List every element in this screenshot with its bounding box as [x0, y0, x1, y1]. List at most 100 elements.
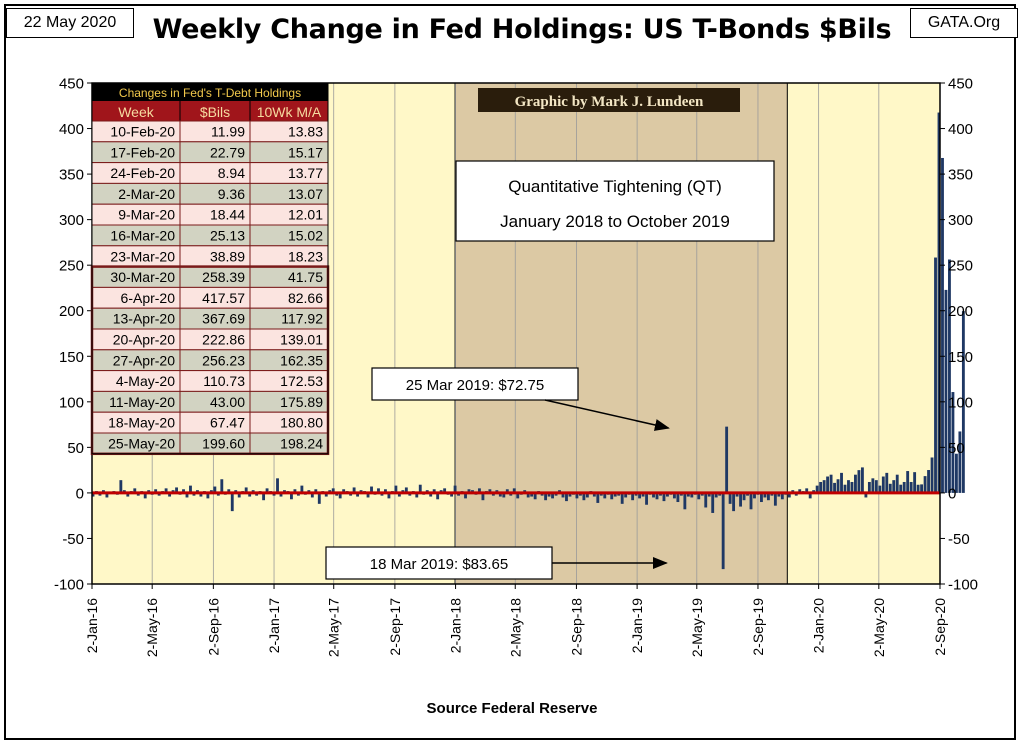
- data-bar: [906, 471, 910, 493]
- table-cell: 172.53: [280, 373, 323, 389]
- y-tick-label-right: -100: [948, 577, 978, 594]
- date-label: 22 May 2020: [6, 8, 134, 38]
- y-tick-label-right: 150: [948, 349, 973, 366]
- table-cell: 198.24: [280, 436, 323, 452]
- data-bar: [213, 486, 217, 493]
- data-bar: [888, 483, 892, 493]
- x-tick-label: 2-Jan-19: [629, 598, 645, 653]
- data-bar: [913, 472, 917, 493]
- data-bar: [384, 489, 387, 493]
- table-title-bg: [92, 83, 328, 101]
- qt-box-bg: [455, 160, 775, 242]
- data-bar: [105, 492, 109, 498]
- y-tick-label-right: 450: [948, 76, 973, 93]
- y-tick-label-left: 150: [59, 349, 84, 366]
- table-cell: 11.99: [211, 124, 245, 140]
- x-tick-label: 2-May-18: [507, 598, 523, 657]
- data-bar: [237, 492, 241, 498]
- data-bar: [199, 492, 203, 497]
- table-header-cell: 10Wk M/A: [257, 104, 322, 120]
- x-tick-label: 2-Jan-20: [811, 598, 827, 653]
- credit-bg: [478, 88, 740, 112]
- data-bar: [854, 474, 857, 493]
- y-tick-label-left: 250: [59, 258, 84, 275]
- data-bar: [662, 492, 666, 502]
- data-bar: [739, 492, 742, 507]
- data-bar: [742, 492, 746, 501]
- data-bar: [836, 479, 840, 493]
- data-bar: [317, 492, 321, 504]
- data-bar: [338, 492, 342, 499]
- qt-annotation-box: Quantitative Tightening (QT) January 2018…: [455, 160, 775, 242]
- data-bar: [860, 467, 864, 493]
- data-bar: [920, 484, 924, 493]
- data-bar: [864, 492, 868, 498]
- table-cell: 13-Apr-20: [113, 311, 175, 327]
- table-row: 24-Feb-20 8.94 13.77: [91, 162, 329, 184]
- data-bar: [895, 474, 899, 493]
- callout-positive-text: 25 Mar 2019: $72.75: [406, 377, 544, 394]
- data-bar: [725, 426, 729, 493]
- table-cell: 27-Apr-20: [113, 352, 175, 368]
- credit-text: Graphic by Mark J. Lundeen: [515, 94, 704, 110]
- data-bar: [530, 492, 534, 497]
- table-cell: 2-Mar-20: [118, 186, 175, 202]
- holdings-table: Changes in Fed's T-Debt Holdings Week $Bil…: [90, 82, 330, 456]
- table-row: 11-May-20 43.00 175.89: [91, 390, 329, 413]
- y-tick-label-left: 450: [59, 76, 84, 93]
- data-bar: [714, 492, 718, 498]
- x-tick-label: 2-Sep-18: [568, 598, 584, 656]
- data-bar: [829, 474, 833, 493]
- y-tick-label-right: 50: [948, 440, 965, 457]
- x-tick-label: 2-May-16: [144, 598, 160, 657]
- data-bar: [937, 112, 941, 493]
- data-bar: [544, 492, 548, 501]
- data-bar: [645, 492, 648, 505]
- data-bar: [314, 489, 318, 493]
- data-bar: [822, 480, 826, 493]
- table-cell: 16-Mar-20: [110, 228, 175, 244]
- data-bar: [582, 492, 586, 501]
- data-bar: [481, 492, 485, 501]
- data-bar: [119, 480, 123, 493]
- data-bar: [819, 481, 823, 493]
- data-bar: [631, 492, 635, 501]
- data-bar: [958, 431, 962, 493]
- y-tick-label-left: 50: [67, 440, 84, 457]
- data-bar: [464, 492, 467, 499]
- data-bar: [516, 492, 520, 499]
- data-bar: [432, 489, 436, 493]
- data-bar: [227, 489, 231, 493]
- data-bar: [352, 487, 356, 493]
- data-bar: [826, 476, 830, 493]
- credit-banner: Graphic by Mark J. Lundeen: [478, 88, 740, 112]
- data-bar: [467, 489, 471, 493]
- data-bar: [902, 481, 906, 493]
- data-bar: [909, 481, 913, 493]
- data-bar: [881, 476, 885, 493]
- data-bar: [735, 492, 739, 497]
- data-bar: [415, 492, 419, 498]
- data-bar: [815, 485, 819, 493]
- data-bar: [666, 492, 669, 497]
- data-bar: [787, 492, 791, 498]
- data-bar: [874, 480, 878, 493]
- data-bar: [331, 488, 335, 493]
- data-bar: [843, 484, 847, 493]
- table-cell: 12.01: [288, 207, 323, 223]
- data-bar: [377, 488, 380, 493]
- data-bar: [610, 492, 614, 500]
- data-bar: [749, 492, 753, 510]
- table-cell: 24-Feb-20: [110, 165, 175, 181]
- chart-title: Weekly Change in Fed Holdings: US T-Bond…: [152, 14, 892, 45]
- data-bar: [711, 492, 715, 513]
- table-row: 16-Mar-20 25.13 15.02: [91, 224, 329, 247]
- data-bar: [164, 488, 168, 493]
- table-cell: 38.89: [210, 248, 245, 264]
- data-bar: [707, 492, 711, 497]
- data-bar: [697, 492, 701, 500]
- data-bar: [941, 157, 944, 493]
- data-bar: [279, 492, 283, 497]
- data-bar: [244, 487, 248, 493]
- data-bar: [954, 453, 958, 493]
